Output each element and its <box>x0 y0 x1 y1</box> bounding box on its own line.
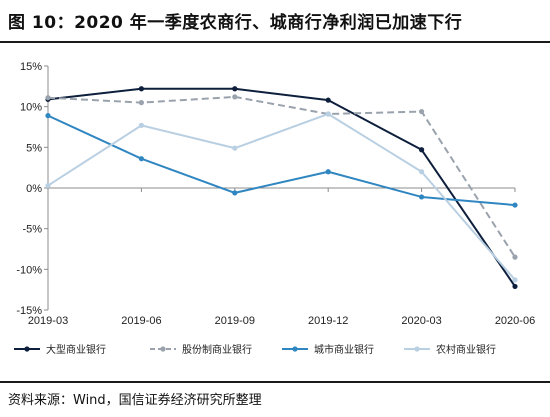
y-tick-label: 5% <box>26 142 42 154</box>
data-point <box>45 95 51 101</box>
data-point <box>45 182 51 189</box>
data-point <box>138 122 144 128</box>
y-tick-label: 0% <box>26 183 42 195</box>
x-tick-label: 2019-06 <box>121 315 161 327</box>
y-tick-label: 10% <box>20 102 42 114</box>
y-tick-label: -15% <box>16 305 42 317</box>
data-point <box>419 194 425 200</box>
legend-label: 大型商业银行 <box>46 343 106 356</box>
series-line-0 <box>47 87 516 287</box>
legend-label: 股份制商业银行 <box>182 343 252 356</box>
x-tick-label: 2020-06 <box>495 315 535 327</box>
chart-axes: 15% 10% 5% 0% -5% -10% -15%2019-03 2019-06 2019-… <box>16 61 535 327</box>
legend-marker <box>160 346 166 352</box>
data-point <box>419 147 425 153</box>
data-point <box>232 145 238 151</box>
series-line-2 <box>47 114 516 207</box>
y-tick-label: 15% <box>20 61 42 73</box>
data-point <box>419 108 425 115</box>
legend-marker <box>292 346 298 352</box>
x-tick-label: 2019-03 <box>28 315 68 327</box>
data-point <box>512 283 518 290</box>
data-point <box>512 254 518 260</box>
data-point <box>232 190 238 196</box>
data-point <box>45 113 51 119</box>
data-point <box>512 277 518 283</box>
x-tick-label: 2020-03 <box>401 315 441 327</box>
data-point <box>232 86 238 92</box>
legend-label: 城市商业银行 <box>314 343 374 356</box>
y-tick-label: -10% <box>16 264 42 276</box>
data-point <box>325 97 331 103</box>
source-note: 资料来源：Wind，国信证券经济研究所整理 <box>8 393 262 408</box>
data-point <box>512 202 518 208</box>
title-divider <box>0 41 550 43</box>
line-chart: 15% 10% 5% 0% -5% -10% -15%2019-03 2019-06 2019-… <box>14 61 535 356</box>
x-tick-label: 2019-09 <box>215 315 255 327</box>
legend-label: 农村商业银行 <box>436 343 496 356</box>
legend-marker <box>24 346 30 352</box>
series-layer <box>45 86 518 290</box>
legend-marker <box>414 346 420 352</box>
data-point <box>138 86 144 92</box>
x-tick-label: 2019-12 <box>308 315 348 327</box>
y-tick-label: -5% <box>22 224 42 236</box>
data-point <box>419 169 425 175</box>
data-point <box>232 94 238 100</box>
data-point <box>325 111 331 117</box>
series-line-1 <box>47 95 516 258</box>
chart-legend: 大型商业银行 股份制商业银行 城市商业银行 农村商业银行 <box>14 343 496 356</box>
chart-title: 图 10：2020 年一季度农商行、城商行净利润已加速下行 <box>8 13 463 33</box>
series-line-3 <box>47 112 516 281</box>
source-divider <box>0 381 550 383</box>
data-point <box>138 100 144 106</box>
data-point <box>325 169 331 175</box>
data-point <box>138 156 144 162</box>
